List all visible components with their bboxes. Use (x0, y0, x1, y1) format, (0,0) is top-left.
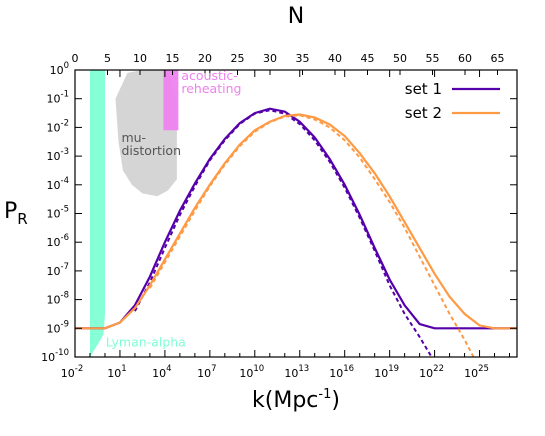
y-tick-label: 10-8 (47, 291, 69, 307)
x-tick-label: 104 (152, 364, 171, 380)
y-tick-label: 10-3 (47, 147, 69, 163)
x-tick-label: 10-2 (61, 364, 83, 380)
top-tick-label: 55 (426, 52, 440, 65)
top-tick-label: 25 (231, 52, 245, 65)
x-tick-label: 1022 (419, 364, 444, 380)
y-tick-label: 10-7 (47, 262, 69, 278)
series-2-dashed-line (149, 114, 475, 357)
x-tick-label: 1025 (464, 364, 489, 380)
y-tick-label: 10-10 (41, 348, 69, 364)
top-tick-label: 40 (328, 52, 342, 65)
acoustic-reheating-label: acoustic- (181, 68, 237, 83)
acoustic-reheating-region (163, 70, 179, 131)
axis-ticks: 10-2 101 104 107 1010 1013 1016 1019 1022 1025100… (41, 52, 517, 380)
x-tick-label: 101 (107, 364, 126, 380)
acoustic-reheating-label: reheating (181, 81, 241, 96)
y-tick-label: 10-9 (47, 319, 69, 335)
x-tick-label: 1016 (329, 364, 354, 380)
x-tick-label: 1013 (284, 364, 309, 380)
lyman-alpha-region (90, 70, 105, 357)
top-tick-label: 15 (166, 52, 180, 65)
series-2-solid-line (75, 113, 517, 330)
legend-label-series-1: set 1 (405, 80, 442, 98)
mu-distortion-label: distortion (121, 143, 181, 158)
x-tick-label: 1010 (239, 364, 264, 380)
legend: set 1 set 2 (405, 80, 500, 122)
y-tick-label: 100 (50, 61, 69, 77)
top-tick-label: 60 (458, 52, 472, 65)
top-tick-label: 10 (133, 52, 147, 65)
y-tick-label: 10-1 (47, 90, 69, 106)
legend-label-series-2: set 2 (405, 104, 442, 122)
x-tick-label: 107 (197, 364, 216, 380)
top-axis-title: N (288, 4, 304, 29)
top-tick-label: 35 (296, 52, 310, 65)
top-tick-label: 30 (263, 52, 277, 65)
top-tick-label: 50 (393, 52, 407, 65)
series-layer (75, 107, 517, 357)
x-axis-title: k(Mpc-1) (252, 387, 340, 413)
x-tick-label: 1019 (374, 364, 399, 380)
y-axis-title: PR (4, 199, 28, 228)
top-tick-label: 20 (198, 52, 212, 65)
mu-distortion-label: mu- (121, 130, 146, 145)
top-tick-label: 0 (72, 52, 79, 65)
region-labels: Lyman-alpha mu-distortion acoustic-reheati… (106, 68, 242, 350)
top-tick-label: 45 (361, 52, 375, 65)
y-tick-label: 10-2 (47, 118, 69, 134)
lyman-alpha-label: Lyman-alpha (106, 335, 186, 350)
mu-distortion-region (115, 70, 177, 197)
series-1-dashed-line (134, 109, 433, 357)
y-tick-label: 10-6 (47, 233, 69, 249)
y-tick-label: 10-5 (47, 205, 69, 221)
observational-regions (90, 70, 179, 357)
y-tick-label: 10-4 (47, 176, 69, 192)
top-tick-label: 65 (491, 52, 505, 65)
top-tick-label: 5 (104, 52, 111, 65)
series-1-solid-line (75, 107, 517, 330)
